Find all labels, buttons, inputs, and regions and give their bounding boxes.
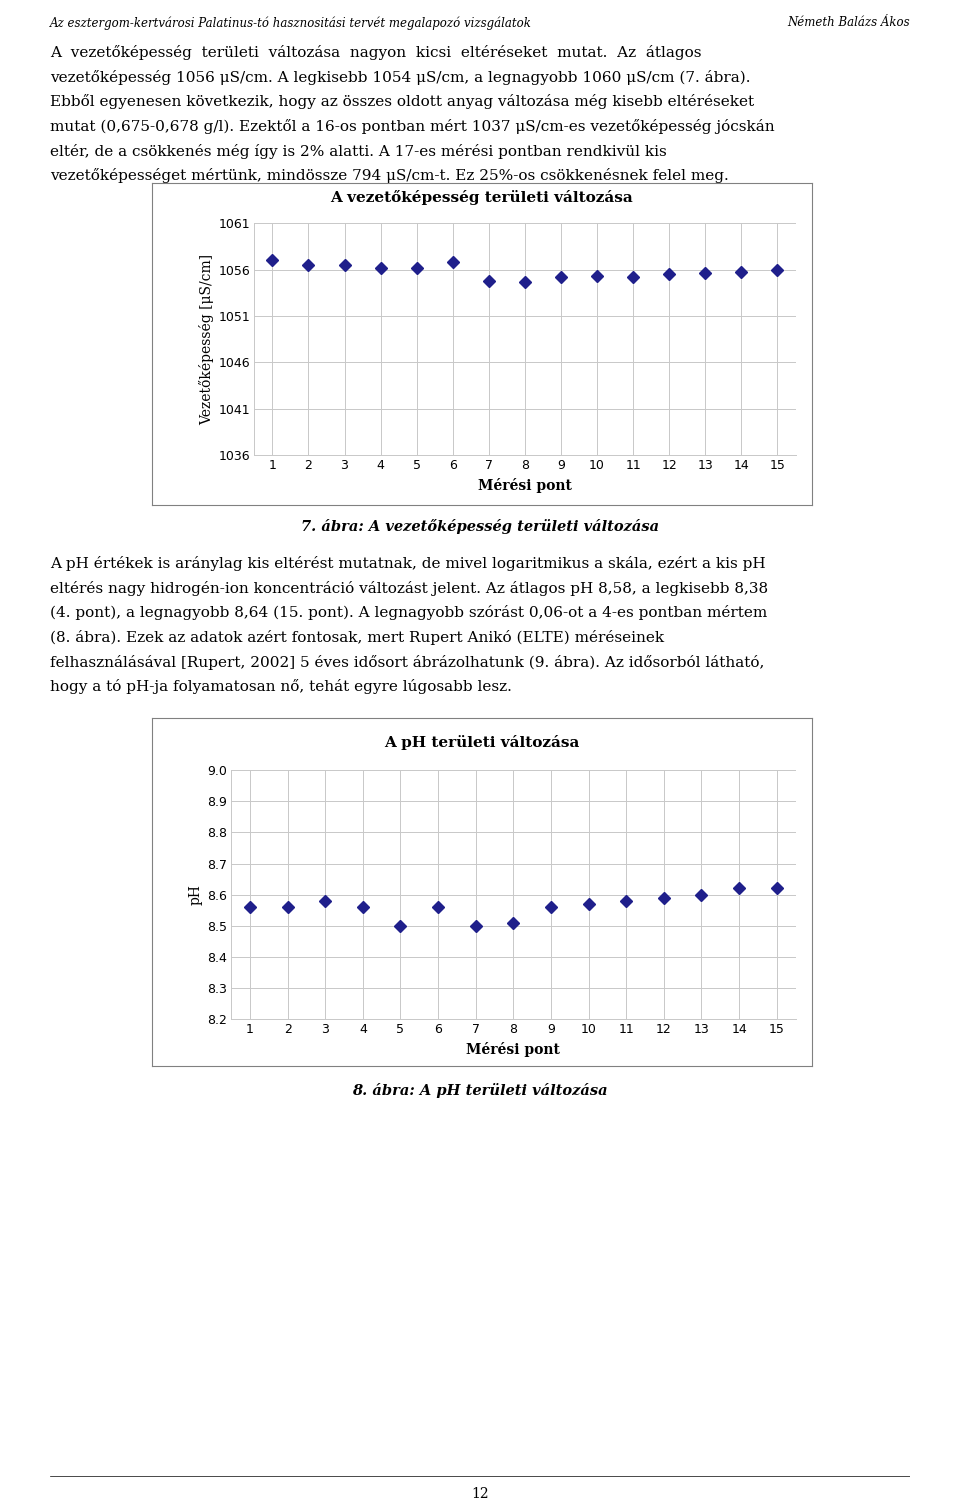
Text: A pH területi változása: A pH területi változása bbox=[384, 735, 580, 750]
Text: A pH értékek is aránylag kis eltérést mutatnak, de mivel logaritmikus a skála, e: A pH értékek is aránylag kis eltérést mu… bbox=[50, 555, 766, 570]
Text: mutat (0,675-0,678 g/l). Ezektől a 16-os pontban mért 1037 μS/cm-es vezetőképess: mutat (0,675-0,678 g/l). Ezektől a 16-os… bbox=[50, 119, 775, 134]
X-axis label: Mérési pont: Mérési pont bbox=[467, 1041, 561, 1056]
Text: (4. pont), a legnagyobb 8,64 (15. pont). A legnagyobb szórást 0,06-ot a 4-es pon: (4. pont), a legnagyobb 8,64 (15. pont).… bbox=[50, 605, 767, 620]
Text: Az esztergom-kertvárosi Palatinus-tó hasznositási tervét megalapozó vizsgálatok: Az esztergom-kertvárosi Palatinus-tó has… bbox=[50, 17, 532, 30]
Text: eltérés nagy hidrogén-ion koncentráció változást jelent. Az átlagos pH 8,58, a l: eltérés nagy hidrogén-ion koncentráció v… bbox=[50, 581, 768, 596]
Text: vezetőképesség 1056 μS/cm. A legkisebb 1054 μS/cm, a legnagyobb 1060 μS/cm (7. á: vezetőképesség 1056 μS/cm. A legkisebb 1… bbox=[50, 69, 751, 85]
Text: Ebből egyenesen következik, hogy az összes oldott anyag változása még kisebb elt: Ebből egyenesen következik, hogy az össz… bbox=[50, 95, 755, 109]
Y-axis label: Vezetőképesség [μS/cm]: Vezetőképesség [μS/cm] bbox=[200, 254, 214, 424]
Text: A  vezetőképesség  területi  változása  nagyon  kicsi  eltéréseket  mutat.  Az  : A vezetőképesség területi változása nagy… bbox=[50, 45, 702, 60]
X-axis label: Mérési pont: Mérési pont bbox=[478, 478, 572, 493]
Text: 7. ábra: A vezetőképesség területi változása: 7. ábra: A vezetőképesség területi válto… bbox=[300, 519, 660, 534]
Text: eltér, de a csökkenés még így is 2% alatti. A 17-es mérési pontban rendkivül kis: eltér, de a csökkenés még így is 2% alat… bbox=[50, 143, 667, 158]
Y-axis label: pH: pH bbox=[189, 884, 203, 905]
Text: Németh Balázs Ákos: Németh Balázs Ákos bbox=[787, 17, 910, 30]
Text: 12: 12 bbox=[471, 1486, 489, 1500]
Text: vezetőképességet mértünk, mindössze 794 μS/cm-t. Ez 25%-os csökkenésnek felel me: vezetőképességet mértünk, mindössze 794 … bbox=[50, 169, 729, 183]
Text: (8. ábra). Ezek az adatok azért fontosak, mert Rupert Anikó (ELTE) méréseinek: (8. ábra). Ezek az adatok azért fontosak… bbox=[50, 629, 664, 644]
Text: hogy a tó pH-ja folyamatosan nő, tehát egyre lúgosabb lesz.: hogy a tó pH-ja folyamatosan nő, tehát e… bbox=[50, 679, 512, 694]
Text: A vezetőképesség területi változása: A vezetőképesség területi változása bbox=[330, 190, 634, 205]
Text: felhasználásával [Rupert, 2002] 5 éves idősort ábrázolhatunk (9. ábra). Az időso: felhasználásával [Rupert, 2002] 5 éves i… bbox=[50, 655, 764, 670]
Text: 8. ábra: A pH területi változása: 8. ábra: A pH területi változása bbox=[352, 1083, 608, 1099]
